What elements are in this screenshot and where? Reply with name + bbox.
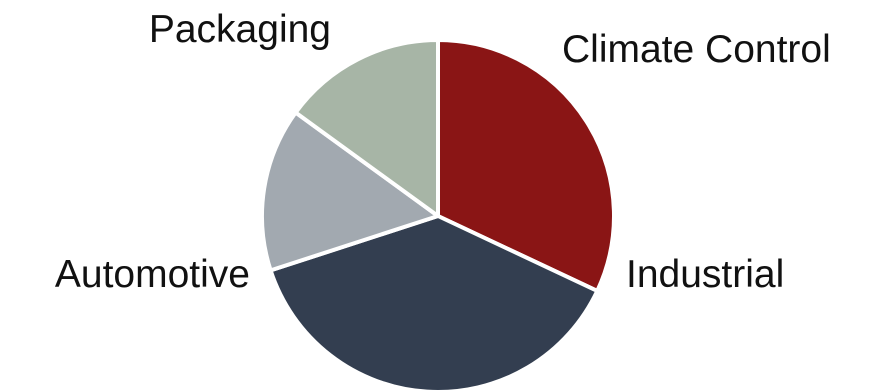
slice-automotive (268, 214, 600, 391)
slice-industrial (436, 38, 616, 293)
pie-slices (260, 38, 616, 391)
label-automotive: Automotive (55, 253, 250, 296)
pie-labels: Industrial Automotive Packaging Climate Con… (55, 8, 831, 296)
label-industrial: Industrial (626, 253, 784, 296)
slice-packaging (260, 110, 440, 273)
label-climate-control: Climate Control (562, 28, 831, 71)
label-packaging: Packaging (149, 8, 331, 51)
slice-climate-control (293, 38, 440, 218)
